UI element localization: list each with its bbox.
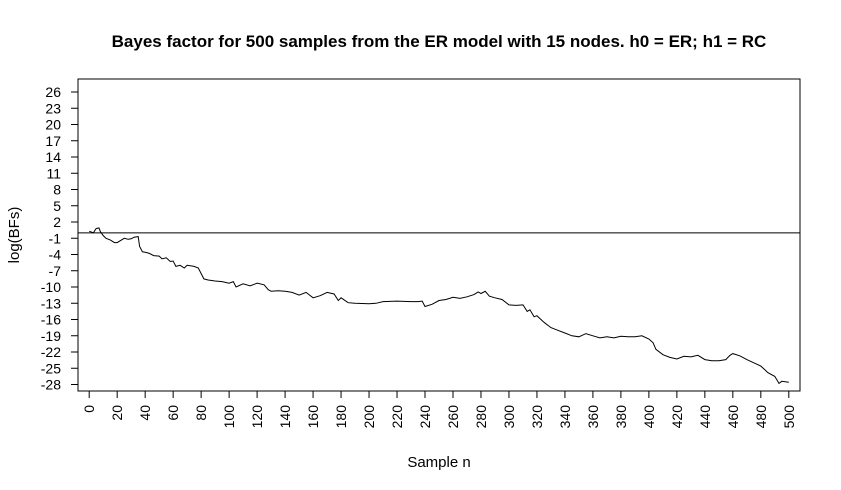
x-tick-label: 400 (641, 405, 657, 429)
series-line (89, 227, 789, 385)
y-tick-label: -4 (49, 247, 62, 263)
y-tick-label: -28 (41, 377, 61, 393)
y-tick-label: 11 (46, 165, 61, 181)
y-tick-label: -10 (41, 279, 61, 295)
x-tick-label: 480 (753, 405, 769, 429)
x-axis-label: Sample n (407, 454, 470, 471)
y-tick-label: -1 (49, 230, 62, 246)
x-tick-label: 340 (557, 405, 573, 429)
x-tick-label: 0 (81, 405, 97, 413)
x-tick-label: 500 (781, 405, 797, 429)
x-tick-label: 320 (529, 405, 545, 429)
x-tick-label: 120 (249, 405, 265, 429)
chart-title: Bayes factor for 500 samples from the ER… (112, 32, 767, 51)
y-tick-label: 23 (45, 100, 61, 116)
x-tick-label: 460 (725, 405, 741, 429)
y-tick-label: 14 (45, 149, 61, 165)
x-tick-label: 140 (277, 405, 293, 429)
y-tick-label: -22 (41, 344, 61, 360)
y-tick-label: 8 (53, 182, 61, 198)
y-tick-label: -19 (41, 328, 61, 344)
y-tick-label: -16 (41, 312, 61, 328)
x-tick-label: 20 (109, 405, 125, 421)
x-tick-label: 300 (501, 405, 517, 429)
x-tick-label: 160 (305, 405, 321, 429)
y-tick-label: -13 (41, 295, 61, 311)
y-tick-label: 26 (45, 84, 61, 100)
y-tick-label: -7 (49, 263, 62, 279)
x-tick-label: 420 (669, 405, 685, 429)
x-tick-label: 440 (697, 405, 713, 429)
x-tick-label: 80 (193, 405, 209, 421)
x-tick-label: 40 (137, 405, 153, 421)
x-tick-label: 380 (613, 405, 629, 429)
x-tick-label: 360 (585, 405, 601, 429)
x-tick-label: 180 (333, 405, 349, 429)
x-tick-label: 60 (165, 405, 181, 421)
y-axis-label: log(BFs) (6, 207, 23, 264)
y-tick-label: -25 (41, 360, 61, 376)
x-tick-label: 240 (417, 405, 433, 429)
x-tick-label: 220 (389, 405, 405, 429)
x-tick-label: 260 (445, 405, 461, 429)
x-axis: 0 20 40 60 80 100 120 140 160 180 200 220 240 260 280 3… (81, 391, 797, 428)
y-tick-label: 17 (45, 133, 61, 149)
y-tick-label: 5 (53, 198, 61, 214)
y-tick-label: 2 (53, 214, 61, 230)
y-axis: -28-25-22-19-16-13-10-7-4-12581114172023… (41, 84, 79, 393)
y-tick-label: 20 (45, 117, 61, 133)
x-tick-label: 280 (473, 405, 489, 429)
x-tick-label: 100 (221, 405, 237, 429)
x-tick-label: 200 (361, 405, 377, 429)
